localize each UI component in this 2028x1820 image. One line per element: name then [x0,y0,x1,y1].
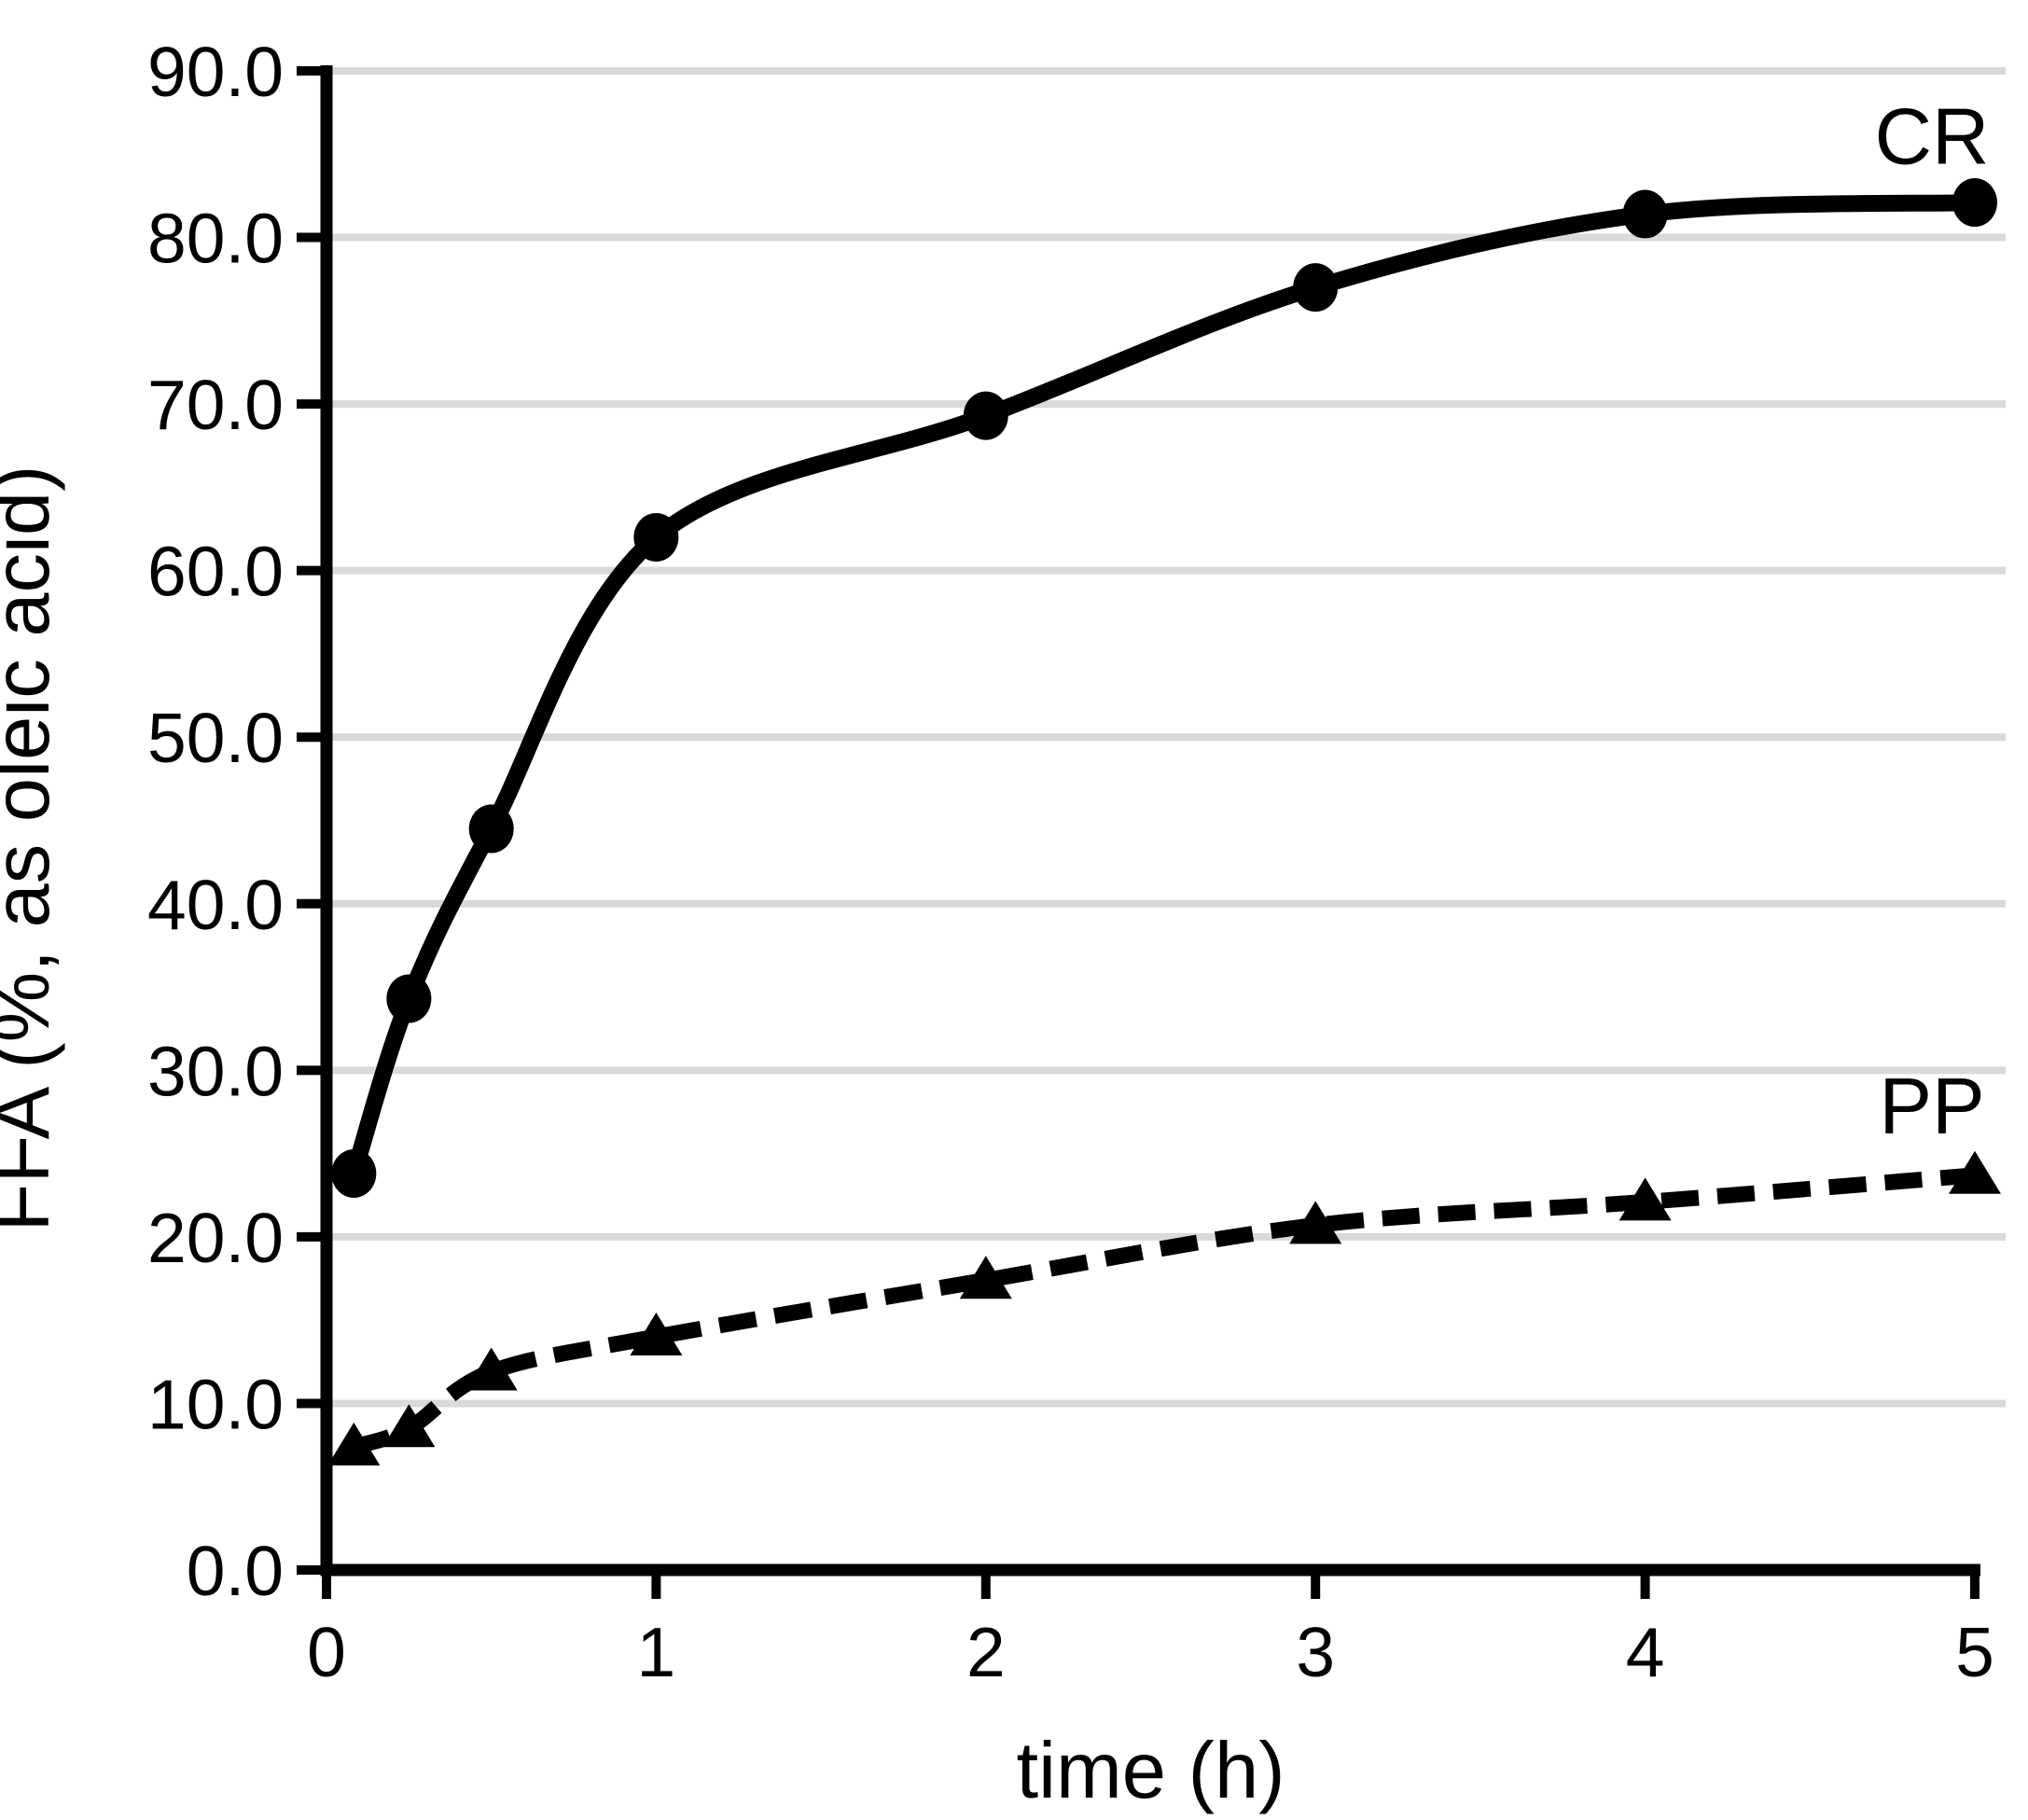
x-tick-label: 3 [1296,1613,1335,1691]
y-tick-label: 80.0 [147,200,284,278]
cr-data-point-circle [1293,263,1339,313]
pp-data-point-triangle [1618,1177,1672,1221]
cr-data-point-circle [963,391,1008,440]
cr-data-point-circle [633,512,679,562]
y-tick-label: 50.0 [147,699,284,777]
x-tick-label: 1 [637,1613,676,1691]
cr-data-point-circle [468,804,514,854]
x-tick-label: 4 [1626,1613,1665,1691]
y-tick-label: 0.0 [187,1532,284,1610]
pp-data-point-triangle [630,1313,683,1355]
pp-data-point-triangle [1289,1201,1342,1244]
y-tick-label: 60.0 [147,533,284,611]
pp-data-point-triangle [1949,1150,2001,1194]
y-tick-label: 40.0 [147,866,284,944]
pp-data-point-triangle [327,1422,381,1466]
x-tick-label: 5 [1955,1613,1994,1691]
cr-data-point-circle [1952,178,1997,228]
pp-data-point-triangle [959,1256,1012,1299]
series-label-cr: CR [1875,93,1990,182]
y-tick-label: 20.0 [147,1199,284,1277]
cr-data-point-circle [331,1149,377,1199]
y-tick-label: 70.0 [147,366,284,444]
series-cr-line [345,194,1976,1176]
y-tick-label: 30.0 [147,1032,284,1110]
y-axis-title: FFA (%, as oleic acid) [0,465,66,1232]
y-tick-label: 10.0 [147,1365,284,1443]
series-label-pp: PP [1879,1063,1984,1151]
y-tick-label: 90.0 [147,33,284,111]
pp-data-point-triangle [382,1404,436,1448]
cr-data-point-circle [1622,189,1668,239]
cr-data-point-circle [386,974,432,1023]
x-tick-label: 0 [307,1613,346,1691]
x-axis-title: time (h) [1016,1727,1285,1815]
pp-data-point-triangle [465,1347,518,1391]
x-tick-label: 2 [966,1613,1006,1691]
